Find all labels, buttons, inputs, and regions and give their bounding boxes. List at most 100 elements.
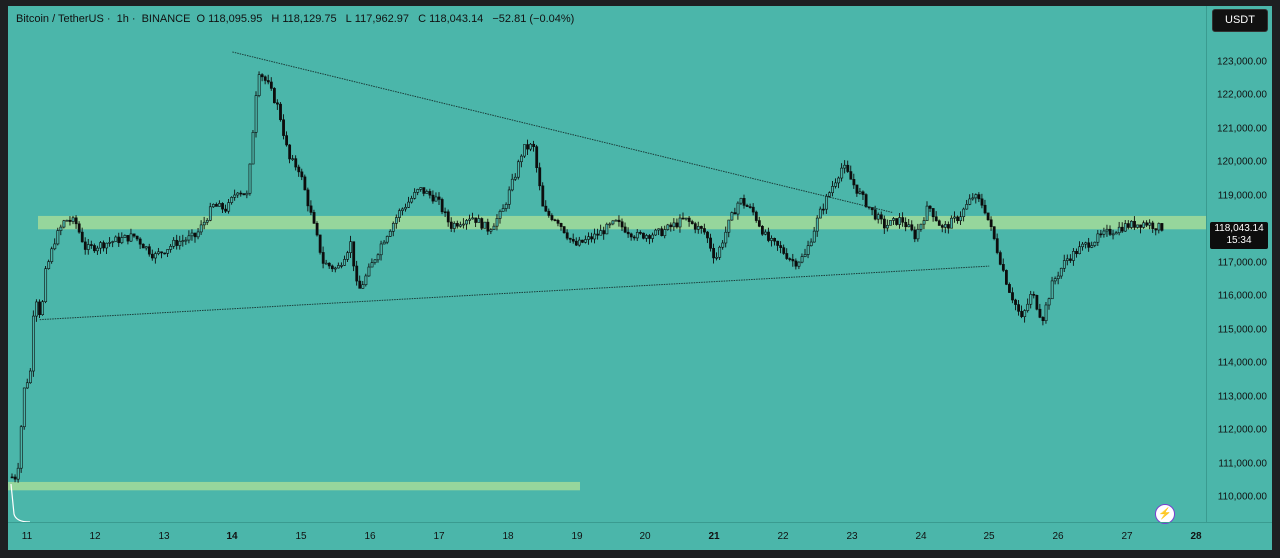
price-tick-label: 115,000.00 xyxy=(1217,324,1267,336)
candle-body xyxy=(834,182,838,187)
time-tick-label: 16 xyxy=(364,531,376,542)
candle xyxy=(1093,241,1097,248)
candle xyxy=(208,202,212,222)
candle xyxy=(760,225,764,236)
candle-body xyxy=(828,192,831,197)
high-value: H 118,129.75 xyxy=(271,13,337,25)
candle-body xyxy=(83,241,87,250)
candle xyxy=(108,237,112,247)
candle-body xyxy=(269,81,273,89)
candle xyxy=(486,218,490,235)
candle-body xyxy=(934,216,938,222)
price-tick-label: 114,000.00 xyxy=(1217,357,1267,369)
price-axis[interactable]: 123,000.00 122,000.00 121,000.00 120,000.00… xyxy=(1206,6,1272,522)
candle xyxy=(898,213,902,229)
candle-body xyxy=(794,260,798,267)
candle xyxy=(904,217,908,232)
candle xyxy=(276,99,279,110)
candle xyxy=(123,234,127,238)
candle-body xyxy=(62,220,66,228)
candle xyxy=(703,223,706,235)
candle-body xyxy=(925,205,929,221)
candle-body xyxy=(910,224,914,231)
candle-body xyxy=(80,231,84,243)
candle xyxy=(712,243,716,264)
candle-body xyxy=(562,226,566,234)
candle-body xyxy=(901,217,905,223)
candle-body xyxy=(965,204,969,210)
candle-body xyxy=(590,236,594,240)
candle xyxy=(1041,316,1045,326)
flash-button[interactable]: ⚡ xyxy=(1155,504,1175,524)
interval-label[interactable]: 1h xyxy=(116,13,129,25)
candle-body xyxy=(541,185,545,207)
candle-body xyxy=(1072,251,1075,261)
candle-body xyxy=(559,223,563,227)
candle-body xyxy=(53,243,57,250)
candle-body xyxy=(1093,241,1097,246)
candle-body xyxy=(218,203,221,207)
candle-body xyxy=(1035,295,1039,310)
chart-area[interactable]: Bitcoin / TetherUS · 1h · BINANCE O 118,095… xyxy=(8,6,1206,524)
candle-body xyxy=(1017,304,1021,312)
candle-body xyxy=(879,214,883,220)
candle xyxy=(141,243,145,249)
candle xyxy=(1081,242,1085,251)
candle xyxy=(678,214,682,233)
candle xyxy=(523,144,526,159)
candle-body xyxy=(382,241,386,245)
candle-body xyxy=(205,219,209,223)
candle-body xyxy=(422,187,426,194)
candle-body xyxy=(300,171,304,178)
candle-body xyxy=(276,102,279,105)
candle-body xyxy=(1154,228,1158,231)
candle-body xyxy=(474,217,478,223)
candlestick-chart[interactable] xyxy=(8,6,1206,522)
candle xyxy=(288,144,292,164)
candle xyxy=(263,75,267,85)
candle-body xyxy=(1142,222,1146,228)
candle-body xyxy=(724,231,728,244)
candle xyxy=(35,299,38,322)
candle-body xyxy=(574,240,578,246)
candle xyxy=(669,222,673,232)
candle xyxy=(815,215,819,237)
candle xyxy=(986,212,990,221)
candle-body xyxy=(272,88,276,104)
time-axis[interactable]: 11 12 13 14 15 16 17 18 19 20 21 22 23 24 25 26 27 28 xyxy=(8,522,1272,550)
candle-body xyxy=(568,237,572,240)
candle-body xyxy=(770,238,773,241)
candle xyxy=(300,168,304,181)
currency-button[interactable]: USDT xyxy=(1212,9,1268,32)
time-tick-label: 15 xyxy=(295,531,307,542)
candle xyxy=(605,222,609,235)
candle xyxy=(437,192,441,206)
candle xyxy=(358,275,362,289)
candle-body xyxy=(654,229,658,236)
candle xyxy=(260,73,264,82)
candle-body xyxy=(523,144,526,157)
candle-body xyxy=(59,226,63,231)
candle xyxy=(355,260,359,286)
candle xyxy=(764,229,767,236)
candle xyxy=(623,222,627,234)
candle-body xyxy=(806,245,810,255)
symbol-name[interactable]: Bitcoin / TetherUS xyxy=(16,13,104,25)
candle xyxy=(498,209,502,224)
candle-body xyxy=(913,229,917,240)
price-tick-label: 120,000.00 xyxy=(1216,156,1267,168)
close-value: C 118,043.14 xyxy=(418,13,484,25)
candle-body xyxy=(693,223,697,230)
candle-body xyxy=(260,74,264,78)
candle xyxy=(32,310,35,377)
bar-countdown: 15:34 xyxy=(1226,235,1252,246)
candle-body xyxy=(687,217,691,222)
candle-body xyxy=(1151,222,1155,229)
candle-body xyxy=(696,226,700,230)
candle xyxy=(971,193,975,201)
candle-body xyxy=(333,267,337,270)
candle xyxy=(968,194,972,206)
candle xyxy=(22,387,26,430)
candle-body xyxy=(129,233,133,242)
candle xyxy=(102,240,106,252)
